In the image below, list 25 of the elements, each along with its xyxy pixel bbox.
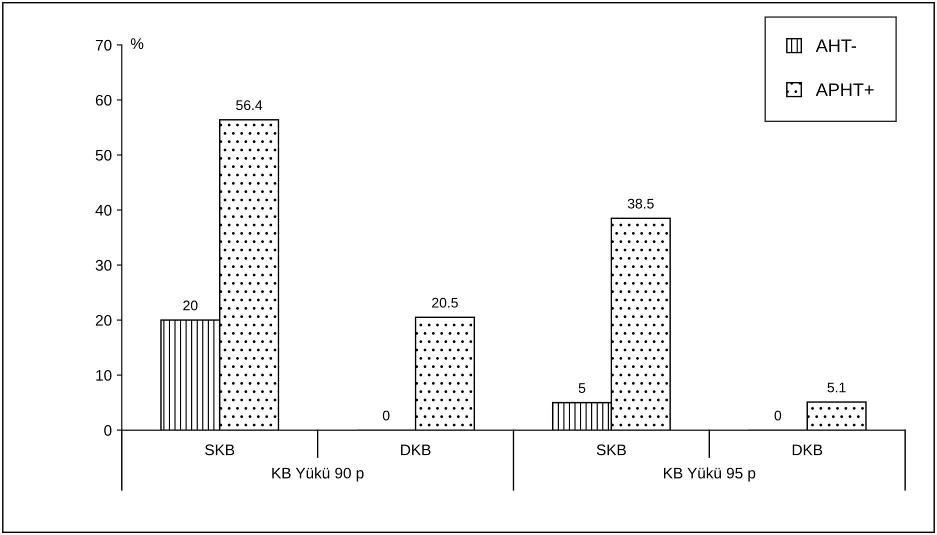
y-tick-label: 60	[96, 94, 112, 106]
data-label: 20	[183, 300, 198, 310]
y-tick-label: 0	[104, 425, 112, 436]
x-tick-label: SKB	[205, 444, 234, 456]
text: KB Yükü 90 p	[272, 467, 364, 482]
y-tick-label: 10	[96, 370, 112, 381]
y-axis-title: %	[130, 38, 144, 49]
y-tick-label: 20	[96, 314, 112, 326]
legend-label: APHT+	[816, 83, 874, 96]
data-label: 0	[774, 410, 782, 420]
data-label: 20.5	[432, 298, 458, 308]
data-label: 56.4	[236, 100, 262, 110]
x-tick-label: DKB	[401, 444, 430, 456]
data-label: 0	[382, 410, 390, 420]
legend-label: AHT-	[816, 39, 856, 52]
y-tick-label: 50	[96, 150, 112, 161]
y-tick-label: 70	[96, 40, 112, 51]
x-tick-label: DKB	[792, 444, 822, 456]
x-tick-label: SKB	[596, 444, 626, 456]
text: KB Yükü 95 p	[664, 467, 756, 482]
data-label: 5	[578, 383, 586, 393]
y-tick-label: 40	[95, 204, 112, 216]
y-tick-label: 30	[96, 260, 112, 271]
data-label: 38.5	[628, 198, 654, 209]
data-label: 5.1	[828, 382, 846, 392]
